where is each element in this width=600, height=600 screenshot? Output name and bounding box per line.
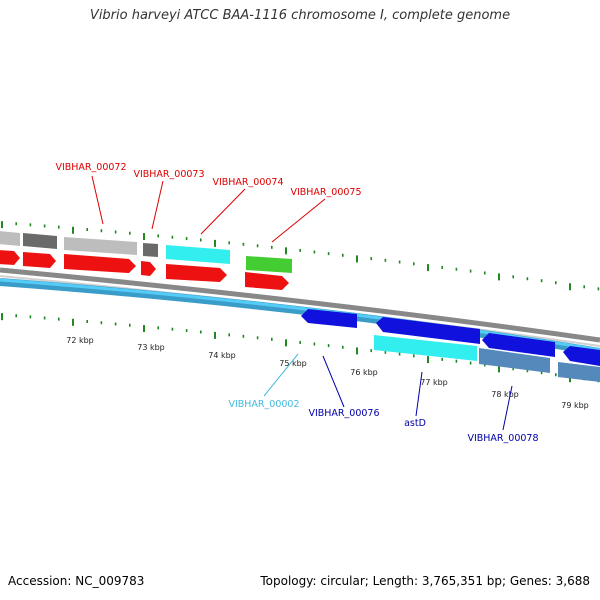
gene-red-1[interactable] xyxy=(0,250,20,265)
lower-gene-row xyxy=(374,335,600,382)
label-vibhar-00072[interactable]: VIBHAR_00072 xyxy=(55,162,126,173)
accession-text: Accession: NC_009783 xyxy=(8,574,145,588)
kbp-label-76: 76 kbp xyxy=(350,368,378,377)
red-gene-row xyxy=(0,250,289,290)
gene-green-1[interactable] xyxy=(246,256,292,273)
gene-blue-1[interactable] xyxy=(301,309,357,328)
gene-cyan-1[interactable] xyxy=(166,245,230,264)
gene-blue-3[interactable] xyxy=(482,333,555,357)
blue-gene-row xyxy=(301,309,600,366)
gene-cyan-2[interactable] xyxy=(374,335,477,361)
kbp-label-74: 74 kbp xyxy=(208,351,236,360)
gene-blue-2[interactable] xyxy=(376,317,480,344)
label-vibhar-00075[interactable]: VIBHAR_00075 xyxy=(290,187,361,198)
leader-lines xyxy=(91,175,513,431)
gene-red-2[interactable] xyxy=(23,252,56,268)
inner-tick-track xyxy=(1,313,600,383)
leader-vibhar-00073 xyxy=(151,180,164,230)
kbp-label-77: 77 kbp xyxy=(420,378,448,387)
label-vibhar-00078[interactable]: VIBHAR_00078 xyxy=(467,433,538,444)
gene-steel-1[interactable] xyxy=(479,348,550,373)
gene-darkgray-1[interactable] xyxy=(23,233,57,249)
label-vibhar-00073[interactable]: VIBHAR_00073 xyxy=(133,169,204,180)
gene-labels: VIBHAR_00072 VIBHAR_00073 VIBHAR_00074 V… xyxy=(55,162,538,444)
kbp-label-79: 79 kbp xyxy=(561,401,589,410)
leader-vibhar-00076 xyxy=(322,355,345,408)
kbp-label-73: 73 kbp xyxy=(137,343,165,352)
leader-vibhar-00075 xyxy=(271,198,326,243)
label-vibhar-00076[interactable]: VIBHAR_00076 xyxy=(308,408,379,419)
upper-gene-row xyxy=(0,231,292,273)
gene-red-6[interactable] xyxy=(245,272,289,290)
leader-vibhar-00002 xyxy=(263,353,299,397)
kbp-labels: 72 kbp 73 kbp 74 kbp 75 kbp 76 kbp 77 kb… xyxy=(66,336,589,410)
leader-vibhar-00078 xyxy=(502,385,513,431)
gene-blue-4[interactable] xyxy=(563,346,600,366)
label-vibhar-00002[interactable]: VIBHAR_00002 xyxy=(228,399,299,410)
kbp-label-78: 78 kbp xyxy=(491,390,519,399)
genome-summary-text: Topology: circular; Length: 3,765,351 bp… xyxy=(260,574,590,588)
kbp-label-75: 75 kbp xyxy=(279,359,307,368)
leader-vibhar-00072 xyxy=(91,175,104,225)
leader-astd xyxy=(415,371,423,417)
label-astd[interactable]: astD xyxy=(404,418,426,429)
label-vibhar-00074[interactable]: VIBHAR_00074 xyxy=(212,177,283,188)
gene-darkgray-2[interactable] xyxy=(143,243,158,257)
gene-red-5[interactable] xyxy=(166,264,227,282)
leader-vibhar-00074 xyxy=(200,188,246,235)
gene-red-4[interactable] xyxy=(141,261,156,276)
gene-red-3[interactable] xyxy=(64,254,136,273)
outer-tick-track xyxy=(1,221,600,291)
gene-gray-1[interactable] xyxy=(0,231,20,246)
backbone-gray xyxy=(0,267,600,343)
kbp-label-72: 72 kbp xyxy=(66,336,94,345)
gene-gray-2[interactable] xyxy=(64,237,137,255)
gene-steel-2[interactable] xyxy=(558,362,600,382)
map-title: Vibrio harveyi ATCC BAA-1116 chromosome … xyxy=(89,8,511,23)
